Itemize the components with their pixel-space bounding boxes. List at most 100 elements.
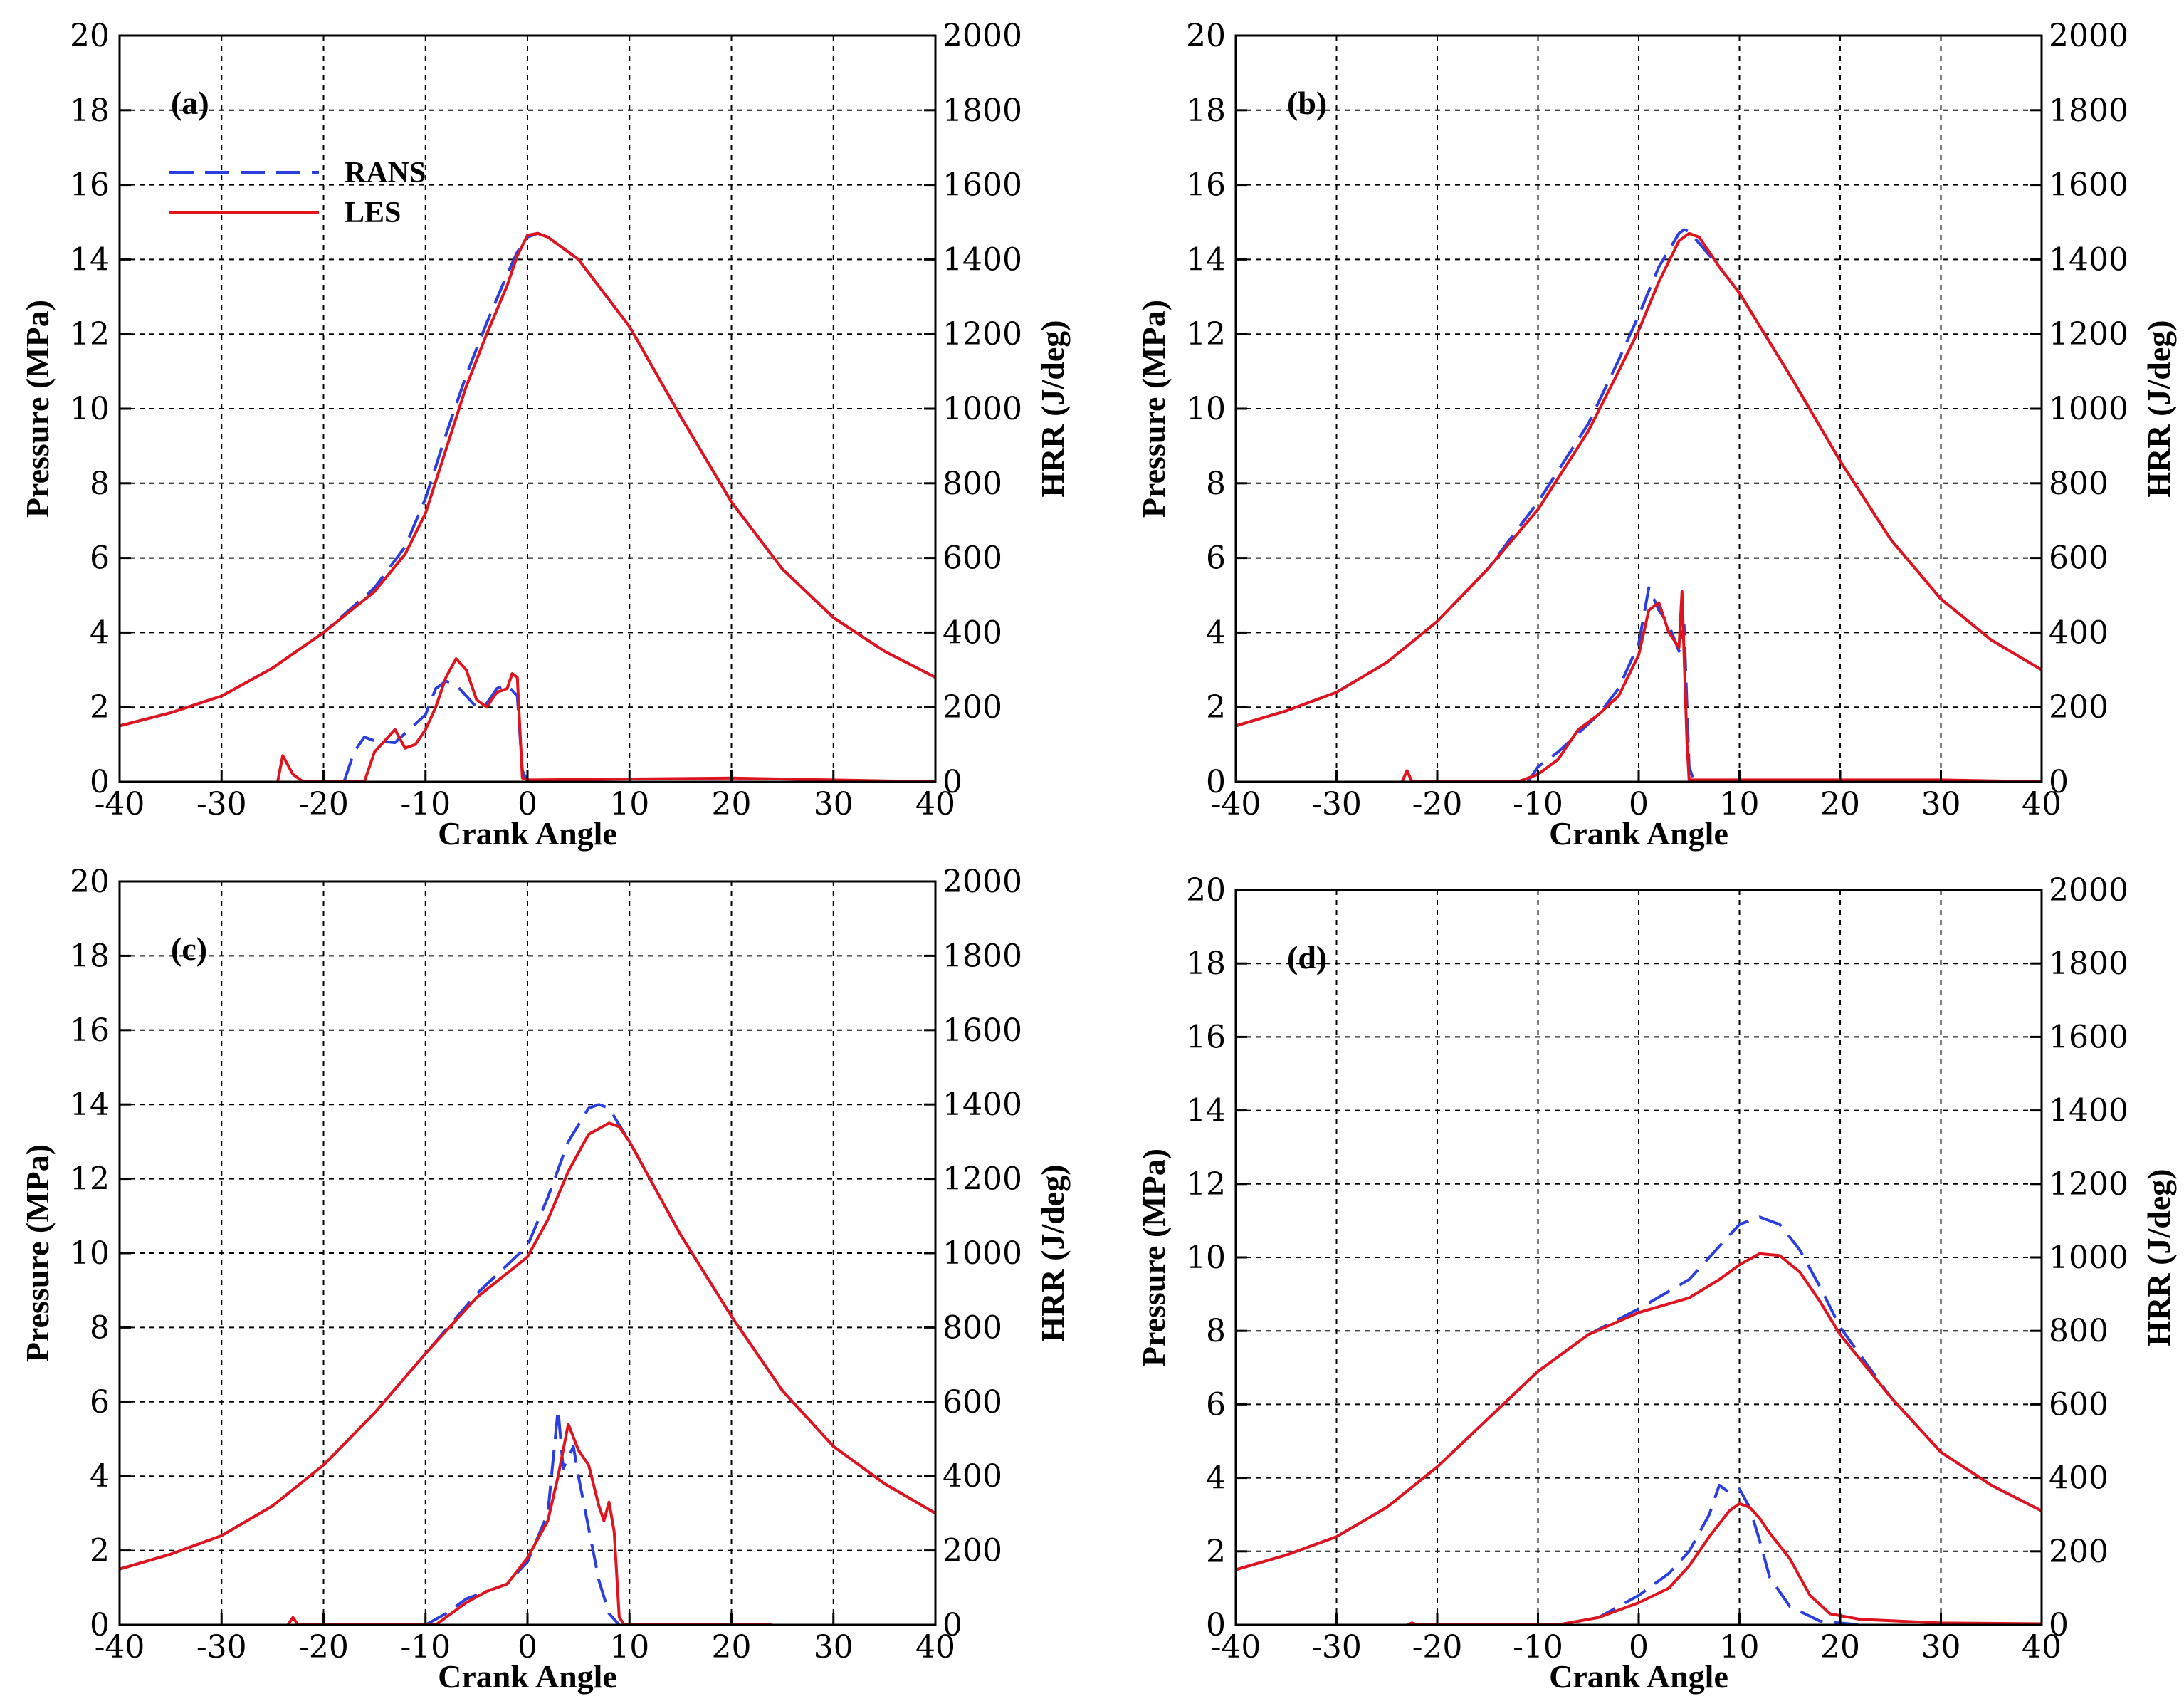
chart-panel-c: -40 -30 -20 -10 0 10 20 30 400246810121416182002… — [19, 864, 1071, 1695]
x-tick-label: -20 — [298, 786, 349, 822]
y2-tick-label: 1800 — [2049, 946, 2128, 982]
y-tick-label: 6 — [90, 540, 110, 577]
y2-tick-label: 1000 — [2049, 1240, 2128, 1276]
y2-tick-label: 800 — [943, 1309, 1002, 1346]
y-tick-label: 10 — [1186, 391, 1226, 427]
y-tick-label: 10 — [70, 391, 110, 427]
y-tick-label: 12 — [70, 1161, 110, 1198]
y-tick-label: 10 — [1186, 1240, 1226, 1276]
series-rans-hrr — [424, 1408, 621, 1626]
x-tick-label: -20 — [298, 1629, 349, 1665]
y-axis-title: Pressure (MPa) — [19, 300, 56, 518]
x-axis-title: Crank Angle — [438, 1658, 617, 1695]
x-tick-label: -10 — [1513, 786, 1563, 822]
y-tick-label: 14 — [70, 1087, 110, 1123]
y2-tick-label: 200 — [2049, 689, 2109, 726]
legend-label-les: LES — [345, 197, 401, 229]
x-tick-label: -10 — [400, 1629, 451, 1665]
y-tick-label: 0 — [90, 764, 110, 800]
y2-tick-label: 1600 — [2049, 1019, 2128, 1055]
x-tick-label: 0 — [518, 786, 537, 822]
x-tick-label: 10 — [609, 786, 649, 822]
x-tick-label: 40 — [2022, 786, 2062, 822]
x-tick-label: -40 — [1211, 1629, 1261, 1665]
y-tick-label: 14 — [1186, 1093, 1226, 1129]
x-tick-label: 0 — [1629, 786, 1649, 822]
x-tick-label: 0 — [518, 1629, 537, 1665]
y-tick-label: 16 — [1186, 167, 1226, 204]
y2-tick-label: 600 — [943, 1384, 1002, 1420]
series-les-hrr — [286, 1423, 772, 1626]
y2-tick-label: 1200 — [943, 316, 1022, 352]
x-tick-label: -30 — [196, 1629, 247, 1665]
x-tick-label: -10 — [1513, 1629, 1563, 1665]
y2-axis-title: HRR (J/deg) — [1034, 320, 1071, 497]
y-tick-label: 4 — [90, 614, 110, 651]
chart-panel-b: -40 -30 -20 -10 0 10 20 30 400246810121416182002… — [1135, 18, 2177, 852]
y-tick-label: 18 — [1186, 946, 1226, 982]
y-tick-label: 0 — [1206, 764, 1226, 800]
y-tick-label: 4 — [1206, 1460, 1226, 1497]
y-axis-title: Pressure (MPa) — [1135, 1148, 1172, 1366]
y-tick-label: 2 — [1206, 689, 1226, 726]
y2-tick-label: 0 — [2049, 764, 2069, 800]
series-rans-hrr — [1558, 1483, 1861, 1626]
y-tick-label: 10 — [70, 1235, 110, 1272]
y-tick-label: 18 — [70, 93, 110, 129]
y-tick-label: 14 — [70, 241, 110, 278]
y-tick-label: 12 — [1186, 316, 1226, 352]
x-tick-label: 10 — [1720, 1629, 1760, 1665]
series-les-hrr — [1406, 1502, 2042, 1626]
y-tick-label: 20 — [1186, 872, 1226, 909]
x-tick-label: -30 — [196, 786, 247, 822]
x-tick-label: 20 — [712, 1629, 752, 1665]
y2-tick-label: 400 — [2049, 1460, 2109, 1497]
y-tick-label: 4 — [90, 1458, 110, 1495]
y2-tick-label: 1800 — [2049, 93, 2128, 129]
x-tick-label: 10 — [609, 1629, 649, 1665]
x-tick-label: 20 — [712, 786, 752, 822]
y-tick-label: 20 — [70, 864, 110, 900]
y2-tick-label: 2000 — [2049, 18, 2128, 54]
series-les-pressure — [119, 1121, 937, 1571]
y2-tick-label: 1400 — [943, 241, 1022, 278]
y2-tick-label: 2000 — [943, 864, 1022, 900]
y2-tick-label: 1000 — [2049, 391, 2128, 427]
y2-tick-label: 800 — [2049, 466, 2109, 502]
x-tick-label: -40 — [95, 1629, 145, 1665]
y-axis-title: Pressure (MPa) — [1135, 300, 1172, 518]
y2-tick-label: 1200 — [2049, 1166, 2128, 1203]
panel-label: (a) — [171, 85, 209, 121]
y-tick-label: 8 — [1206, 466, 1226, 502]
chart-panel-a: -40 -30 -20 -10 0 10 20 30 400246810121416182002… — [19, 18, 1071, 852]
y-tick-label: 14 — [1186, 241, 1226, 278]
y-tick-label: 16 — [70, 167, 110, 204]
y-tick-label: 6 — [90, 1384, 110, 1420]
x-tick-label: -30 — [1311, 1629, 1362, 1665]
x-tick-label: 30 — [814, 786, 854, 822]
x-tick-label: -10 — [400, 786, 451, 822]
y2-tick-label: 400 — [2049, 614, 2109, 651]
y-tick-label: 2 — [90, 1533, 110, 1569]
y-tick-label: 20 — [70, 18, 110, 54]
y2-tick-label: 200 — [943, 689, 1002, 726]
series-les-hrr — [1400, 590, 2042, 783]
series-les-pressure — [1235, 1252, 2042, 1571]
y-tick-label: 12 — [1186, 1166, 1226, 1203]
y2-tick-label: 1600 — [943, 167, 1022, 204]
x-tick-label: 10 — [1720, 786, 1760, 822]
y-tick-label: 16 — [1186, 1019, 1226, 1055]
panel-label: (b) — [1287, 85, 1327, 121]
y2-tick-label: 1400 — [2049, 1093, 2128, 1129]
x-tick-label: 30 — [1921, 1629, 1961, 1665]
y2-tick-label: 1800 — [943, 938, 1022, 974]
y2-axis-title: HRR (J/deg) — [2141, 1168, 2177, 1346]
y2-tick-label: 0 — [943, 764, 962, 800]
y2-tick-label: 400 — [943, 614, 1002, 651]
y-tick-label: 18 — [70, 938, 110, 974]
y2-axis-title: HRR (J/deg) — [1034, 1164, 1071, 1341]
y2-tick-label: 1200 — [943, 1161, 1022, 1198]
y2-tick-label: 1400 — [2049, 241, 2128, 278]
series-les-pressure — [119, 231, 936, 728]
y2-tick-label: 0 — [943, 1607, 962, 1643]
